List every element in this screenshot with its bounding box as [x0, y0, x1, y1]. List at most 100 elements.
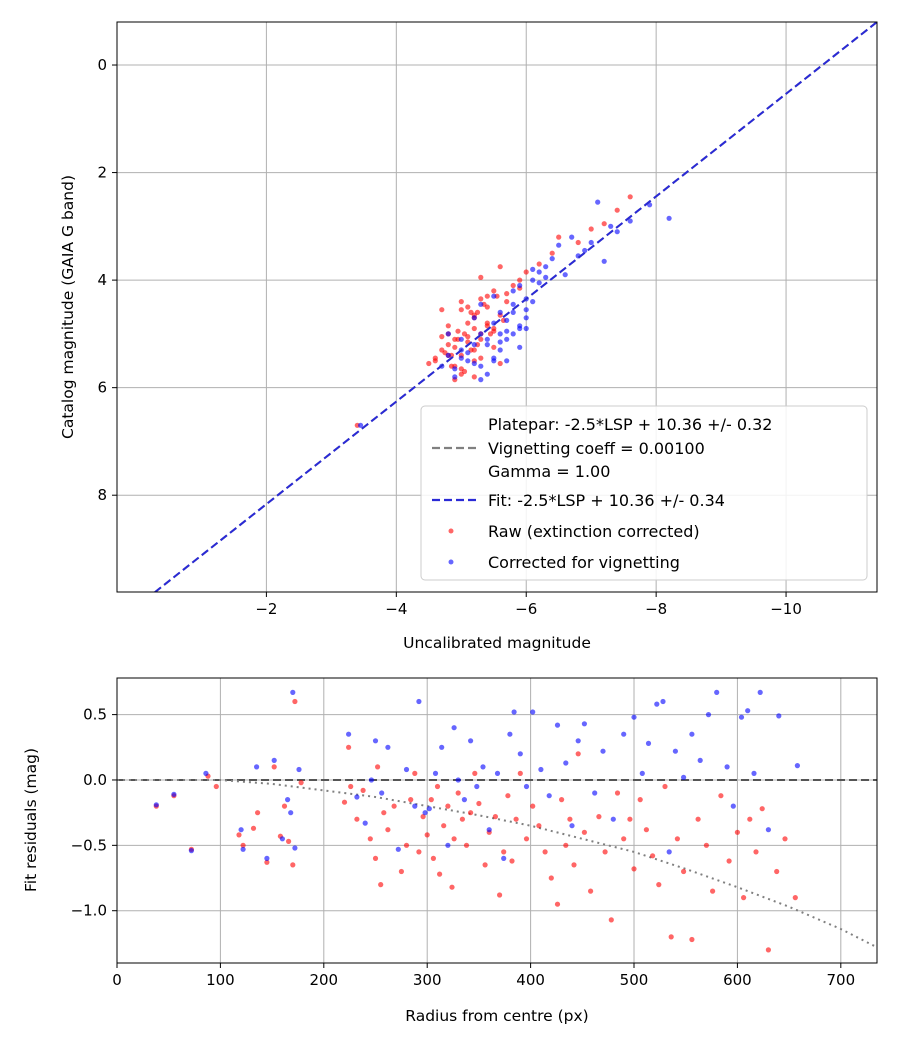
residuals-plot-series1-point: [569, 823, 575, 829]
residuals-plot-series0-point: [348, 783, 354, 790]
residuals-plot-series0-point: [596, 814, 602, 820]
residuals-plot-series0-point: [292, 698, 298, 705]
magnitude-plot-series1-point: [627, 218, 633, 224]
residuals-plot-series1-point: [271, 757, 277, 764]
magnitude-plot-series0-point: [458, 299, 464, 305]
residuals-plot-series1-point: [426, 806, 432, 812]
residuals-plot-series0-point: [703, 842, 710, 848]
residuals-plot-ytick-label: 0.0: [83, 771, 107, 789]
magnitude-plot-series1-point: [458, 336, 464, 342]
magnitude-plot-series0-point: [478, 274, 484, 280]
magnitude-plot-series1-point: [504, 336, 510, 342]
residuals-plot-series0-point: [567, 816, 573, 822]
magnitude-plot-series1-point: [471, 315, 477, 321]
residuals-plot-series0-point: [455, 790, 461, 796]
residuals-plot-series0-point: [674, 836, 681, 842]
residuals-plot-series0-point: [375, 764, 381, 770]
magnitude-plot-series0-point: [478, 336, 484, 342]
residuals-plot-series0-point: [298, 780, 304, 786]
residuals-plot-series1-point: [660, 698, 666, 705]
magnitude-plot-series1-point: [478, 363, 484, 369]
legend-gamma-label: Gamma = 1.00: [488, 462, 610, 481]
residuals-plot-series1-point: [451, 725, 457, 731]
magnitude-plot-ytick-label: 2: [97, 164, 107, 182]
magnitude-plot-series0-point: [478, 296, 484, 302]
residuals-plot-xtick-label: 200: [309, 971, 338, 989]
residuals-plot-series1-point: [379, 790, 385, 796]
residuals-plot-series1-point: [600, 748, 606, 754]
magnitude-plot-series1-point: [471, 360, 477, 367]
magnitude-plot-xtick-label: −8: [645, 600, 667, 618]
residuals-plot-series1-point: [757, 689, 763, 696]
residuals-plot-series0-point: [497, 892, 503, 898]
residuals-plot-series0-point: [449, 884, 455, 890]
magnitude-plot-series0-point: [487, 331, 494, 337]
magnitude-plot-series0-point: [458, 307, 464, 313]
residuals-plot-frame: [116, 677, 878, 964]
residuals-plot-series1-point: [563, 760, 569, 766]
magnitude-plot-series1-point: [543, 274, 549, 280]
residuals-plot-series1-point: [188, 848, 194, 854]
magnitude-plot-series1-point: [491, 358, 497, 364]
residuals-plot-series0-point: [271, 764, 277, 770]
residuals-plot-series0-point: [437, 871, 443, 877]
residuals-plot-series1-point: [292, 845, 298, 851]
residuals-plot-series1-point: [697, 757, 703, 764]
magnitude-plot-series1-point: [523, 307, 529, 313]
residuals-plot-series0-point: [774, 868, 780, 875]
residuals-plot-series0-point: [621, 836, 627, 842]
residuals-plot-series1-point: [765, 827, 772, 833]
residuals-plot-series1-point: [486, 827, 492, 833]
residuals-plot-series0-point: [472, 770, 478, 777]
magnitude-plot-series1-point: [452, 366, 458, 372]
residuals-plot-series1-point: [439, 744, 445, 750]
magnitude-plot-frame: [116, 21, 878, 593]
magnitude-plot-series1-point: [484, 342, 490, 348]
residuals-plot-xtick-label: 0: [112, 971, 122, 989]
residuals-plot-series0-point: [360, 787, 366, 794]
residuals-plot-series1-point: [530, 709, 536, 715]
residuals-plot-series1-point: [730, 803, 736, 809]
residuals-plot-series0-point: [681, 868, 687, 875]
magnitude-plot-series1-point: [569, 234, 575, 240]
residuals-plot-series1-point: [554, 722, 561, 728]
residuals-plot-series0-point: [650, 853, 656, 859]
residuals-plot-series0-point: [255, 810, 261, 816]
residuals-plot-series0-point: [637, 797, 643, 803]
residuals-plot-series1-point: [240, 846, 246, 852]
residuals-plot-series0-point: [346, 744, 352, 750]
magnitude-plot-xtick-label: −4: [385, 600, 407, 618]
magnitude-plot-series1-point: [530, 277, 536, 283]
magnitude-plot-series1-point: [478, 377, 484, 383]
residuals-plot-series0-point: [372, 855, 379, 862]
magnitude-plot-series0-point: [504, 299, 510, 305]
residuals-plot-series0-point: [428, 797, 434, 803]
residuals-plot-series0-point: [441, 823, 447, 829]
residuals-plot-ytick-label: 0.5: [83, 706, 107, 724]
magnitude-plot-series0-point: [491, 344, 497, 350]
magnitude-plot-ytick-label: 8: [97, 486, 107, 504]
residuals-plot-series0-point: [753, 849, 759, 855]
residuals-plot-series1-point: [689, 731, 695, 737]
residuals-plot-series1-point: [738, 714, 745, 720]
legend-raw-marker: [448, 528, 454, 534]
residuals-plot-xtick-label: 500: [620, 971, 649, 989]
residuals-plot-series1-point: [290, 689, 296, 696]
magnitude-plot-series0-point: [478, 355, 484, 361]
residuals-plot-series1-point: [546, 793, 552, 799]
residuals-plot-series1-point: [238, 827, 244, 833]
residuals-plot-series0-point: [236, 832, 242, 838]
magnitude-plot-ylabel: Catalog magnitude (GAIA G band): [59, 175, 77, 439]
residuals-plot-series0-point: [614, 790, 621, 796]
residuals-plot-series1-point: [494, 770, 501, 777]
residuals-plot-series0-point: [416, 849, 422, 855]
residuals-plot-series0-point: [281, 803, 288, 809]
residuals-plot-xtick-label: 300: [413, 971, 442, 989]
magnitude-plot-series0-point: [484, 293, 490, 299]
residuals-plot-series0-point: [747, 816, 753, 822]
residuals-plot-series0-point: [662, 783, 668, 790]
residuals-plot-background: [117, 678, 877, 963]
magnitude-plot-plot-area: [153, 22, 877, 592]
magnitude-plot-series1-point: [504, 317, 510, 323]
residuals-plot-series1-point: [639, 770, 645, 777]
